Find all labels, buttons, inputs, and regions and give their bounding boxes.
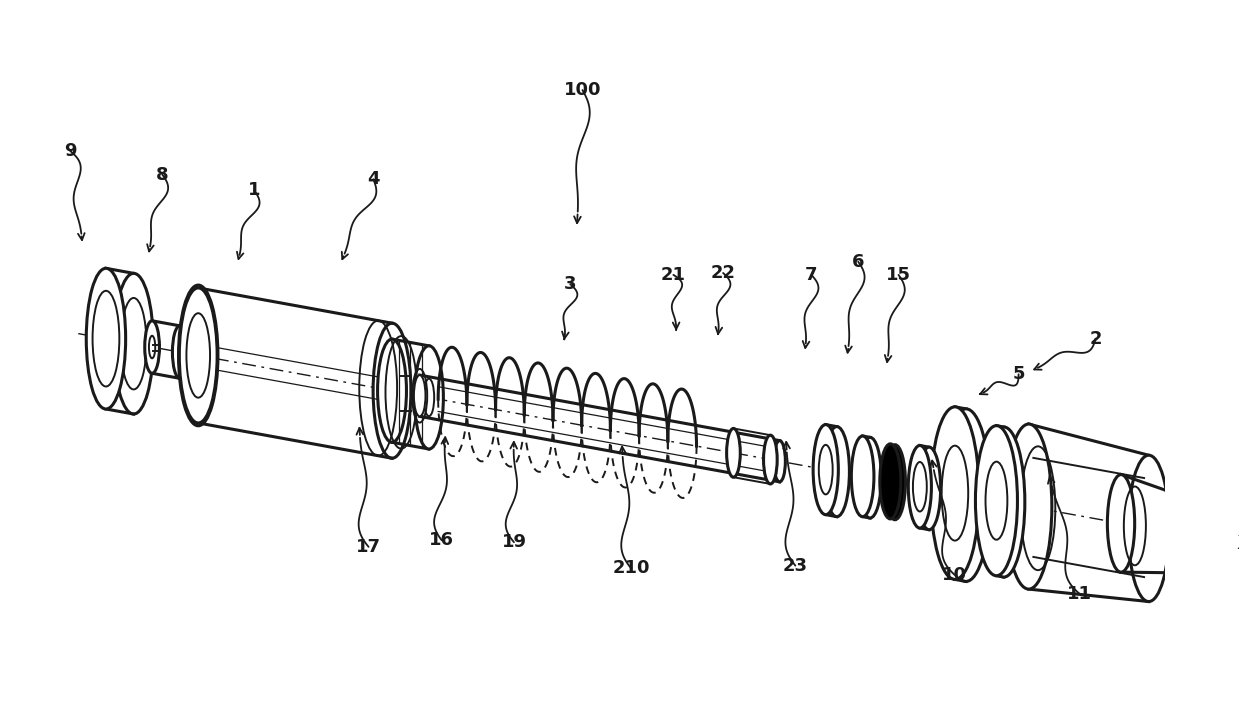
Text: 22: 22: [711, 264, 736, 282]
Ellipse shape: [87, 268, 125, 409]
Ellipse shape: [908, 446, 932, 528]
Text: 10: 10: [943, 566, 968, 584]
Ellipse shape: [414, 375, 425, 417]
Ellipse shape: [424, 379, 434, 416]
Ellipse shape: [930, 407, 979, 579]
Text: 2: 2: [1089, 329, 1101, 348]
Text: 17: 17: [356, 538, 382, 556]
Ellipse shape: [774, 441, 786, 482]
Ellipse shape: [851, 436, 873, 517]
Text: 16: 16: [429, 531, 455, 550]
Ellipse shape: [726, 428, 740, 477]
Text: 210: 210: [612, 560, 650, 577]
Text: 7: 7: [805, 266, 818, 284]
Ellipse shape: [180, 288, 217, 423]
Ellipse shape: [859, 438, 881, 518]
Ellipse shape: [813, 425, 839, 515]
Ellipse shape: [172, 326, 187, 378]
Text: 9: 9: [64, 142, 77, 160]
Text: 21: 21: [660, 266, 686, 284]
Ellipse shape: [378, 339, 406, 442]
Text: 5: 5: [1012, 365, 1025, 383]
Text: 3: 3: [564, 276, 576, 293]
Ellipse shape: [885, 445, 906, 520]
Text: 15: 15: [886, 266, 911, 284]
Text: X: X: [1237, 534, 1239, 553]
Ellipse shape: [983, 427, 1025, 577]
Text: 8: 8: [156, 166, 169, 183]
Ellipse shape: [763, 435, 777, 484]
Ellipse shape: [975, 425, 1017, 576]
Text: 100: 100: [564, 81, 601, 99]
Text: 19: 19: [502, 533, 527, 551]
Ellipse shape: [942, 409, 990, 582]
Ellipse shape: [1194, 504, 1214, 573]
Ellipse shape: [1108, 475, 1135, 572]
Text: 23: 23: [783, 557, 808, 574]
Text: 4: 4: [367, 170, 379, 188]
Text: 6: 6: [852, 253, 865, 270]
Ellipse shape: [918, 447, 940, 530]
Text: 1: 1: [248, 182, 260, 199]
Text: 11: 11: [1067, 585, 1092, 603]
Ellipse shape: [1129, 455, 1170, 601]
Ellipse shape: [1006, 424, 1052, 589]
Ellipse shape: [415, 346, 444, 449]
Ellipse shape: [373, 324, 411, 458]
Ellipse shape: [824, 427, 850, 517]
Ellipse shape: [145, 321, 160, 373]
Ellipse shape: [149, 336, 155, 358]
Ellipse shape: [880, 444, 901, 519]
Ellipse shape: [114, 273, 154, 414]
